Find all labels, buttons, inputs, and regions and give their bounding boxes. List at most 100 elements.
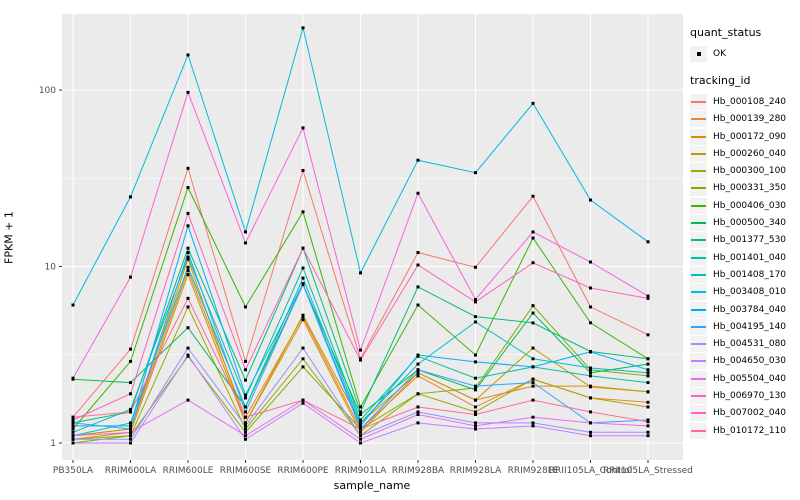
data-point[interactable] — [531, 101, 535, 105]
data-point[interactable] — [589, 430, 592, 434]
data-point[interactable] — [129, 195, 132, 199]
data-point[interactable] — [129, 434, 132, 438]
data-point[interactable] — [129, 410, 132, 414]
data-point[interactable] — [359, 434, 362, 438]
data-point[interactable] — [186, 346, 190, 350]
data-point[interactable] — [474, 384, 477, 388]
data-point[interactable] — [244, 305, 247, 309]
legend-item-Hb_003408_010[interactable]: Hb_003408_010 — [690, 284, 800, 301]
data-point[interactable] — [474, 427, 477, 431]
data-point[interactable] — [301, 401, 305, 405]
data-point[interactable] — [531, 194, 535, 198]
data-point[interactable] — [71, 376, 75, 380]
data-point[interactable] — [301, 365, 305, 369]
data-point[interactable] — [474, 298, 477, 302]
data-point[interactable] — [186, 398, 190, 402]
data-point[interactable] — [589, 371, 592, 375]
data-point[interactable] — [301, 26, 305, 30]
data-point[interactable] — [646, 405, 650, 409]
data-point[interactable] — [474, 398, 477, 402]
data-point[interactable] — [359, 358, 362, 362]
data-point[interactable] — [359, 424, 362, 428]
legend-item-Hb_005504_040[interactable]: Hb_005504_040 — [690, 370, 800, 387]
data-point[interactable] — [589, 366, 592, 370]
data-point[interactable] — [301, 346, 305, 350]
data-point[interactable] — [589, 434, 592, 438]
legend-item-Hb_000260_040[interactable]: Hb_000260_040 — [690, 145, 800, 162]
data-point[interactable] — [474, 405, 477, 409]
data-point[interactable] — [71, 441, 75, 445]
legend-item-Hb_000500_340[interactable]: Hb_000500_340 — [690, 214, 800, 232]
data-point[interactable] — [531, 421, 535, 425]
data-point[interactable] — [474, 300, 477, 304]
data-point[interactable] — [71, 430, 75, 434]
data-point[interactable] — [646, 418, 650, 422]
data-point[interactable] — [416, 374, 420, 378]
data-point[interactable] — [359, 430, 362, 434]
data-point[interactable] — [186, 246, 190, 250]
data-point[interactable] — [71, 434, 75, 438]
data-point[interactable] — [646, 390, 650, 394]
data-point[interactable] — [71, 424, 75, 428]
data-point[interactable] — [186, 255, 190, 259]
data-point[interactable] — [474, 386, 477, 390]
data-point[interactable] — [186, 273, 190, 277]
data-point[interactable] — [646, 333, 650, 337]
legend-item-Hb_004195_140[interactable]: Hb_004195_140 — [690, 318, 800, 335]
data-point[interactable] — [474, 388, 477, 392]
legend-item-Hb_003784_040[interactable]: Hb_003784_040 — [690, 301, 800, 318]
data-point[interactable] — [589, 350, 592, 354]
data-point[interactable] — [301, 266, 305, 270]
data-point[interactable] — [416, 158, 420, 162]
data-point[interactable] — [129, 427, 132, 431]
data-point[interactable] — [359, 437, 362, 441]
data-point[interactable] — [416, 362, 420, 366]
data-point[interactable] — [646, 420, 650, 424]
data-point[interactable] — [244, 410, 247, 414]
data-point[interactable] — [474, 424, 477, 428]
data-point[interactable] — [359, 418, 362, 422]
data-point[interactable] — [359, 441, 362, 445]
data-point[interactable] — [589, 286, 592, 290]
data-point[interactable] — [646, 294, 650, 298]
data-point[interactable] — [416, 353, 420, 357]
data-point[interactable] — [359, 410, 362, 414]
data-point[interactable] — [474, 360, 477, 364]
data-point[interactable] — [244, 396, 247, 400]
data-point[interactable] — [129, 381, 132, 385]
data-point[interactable] — [186, 265, 190, 269]
data-point[interactable] — [589, 374, 592, 378]
data-point[interactable] — [186, 296, 190, 300]
data-point[interactable] — [71, 303, 75, 307]
data-point[interactable] — [129, 421, 132, 425]
data-point[interactable] — [589, 385, 592, 389]
data-point[interactable] — [186, 211, 190, 215]
data-point[interactable] — [474, 320, 477, 324]
data-point[interactable] — [416, 371, 420, 375]
data-point[interactable] — [646, 381, 650, 385]
data-point[interactable] — [646, 357, 650, 361]
legend-item-Hb_006970_130[interactable]: Hb_006970_130 — [690, 387, 800, 404]
data-point[interactable] — [416, 368, 420, 372]
data-point[interactable] — [129, 441, 132, 445]
data-point[interactable] — [129, 407, 132, 411]
data-point[interactable] — [129, 430, 132, 434]
data-point[interactable] — [186, 305, 190, 309]
data-point[interactable] — [474, 413, 477, 417]
legend-item-Hb_007002_040[interactable]: Hb_007002_040 — [690, 405, 800, 422]
data-point[interactable] — [531, 304, 535, 308]
data-point[interactable] — [589, 305, 592, 309]
data-point[interactable] — [474, 410, 477, 414]
data-point[interactable] — [646, 374, 650, 378]
data-point[interactable] — [589, 421, 592, 425]
data-point[interactable] — [646, 371, 650, 375]
data-point[interactable] — [129, 347, 132, 351]
legend-item-Hb_001377_530[interactable]: Hb_001377_530 — [690, 232, 800, 249]
data-point[interactable] — [244, 359, 247, 363]
data-point[interactable] — [646, 362, 650, 366]
legend-item-Hb_000300_100[interactable]: Hb_000300_100 — [690, 162, 800, 180]
data-point[interactable] — [186, 53, 190, 57]
data-point[interactable] — [646, 400, 650, 404]
data-point[interactable] — [531, 384, 535, 388]
data-point[interactable] — [359, 405, 362, 409]
